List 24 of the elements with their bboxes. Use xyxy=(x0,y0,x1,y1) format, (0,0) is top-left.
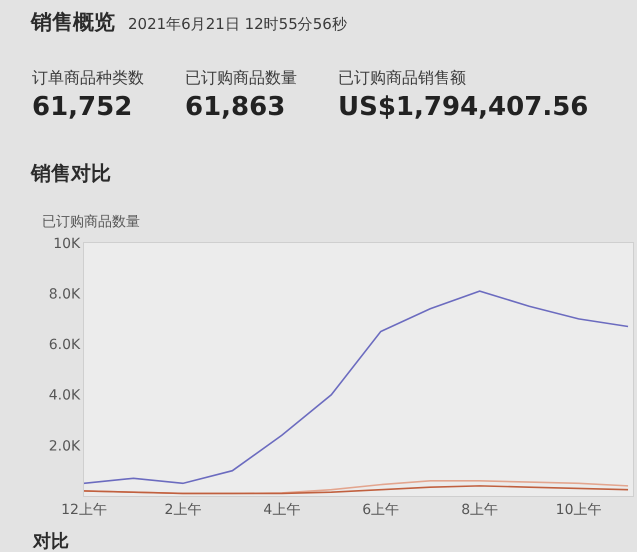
y-tick-label: 4.0K xyxy=(48,388,82,404)
y-tick-label: 10K xyxy=(53,236,82,252)
x-tick-label: 4上午 xyxy=(263,502,300,518)
y-tick-label: 8.0K xyxy=(48,286,82,302)
text: 已订购商品数量 xyxy=(185,68,297,87)
line-series xyxy=(84,290,629,484)
line-series xyxy=(84,485,629,494)
x-tick-label: 10上午 xyxy=(556,502,602,518)
text: 对比 xyxy=(32,531,69,552)
x-tick-label: 6上午 xyxy=(362,502,400,518)
text: 61,752 xyxy=(32,92,132,122)
chart-title: 销售对比 xyxy=(30,161,111,185)
text: 销售概览 xyxy=(30,10,115,34)
x-tick-label: 2上午 xyxy=(164,502,202,518)
text: 已订购商品销售额 xyxy=(338,68,466,87)
y-tick-label: 2.0K xyxy=(48,438,82,454)
text: 61,863 xyxy=(185,92,286,122)
text: 2021年6月21日 12时55分56秒 xyxy=(128,15,347,33)
y-tick-label: 6.0K xyxy=(48,337,82,354)
text: 订单商品种类数 xyxy=(32,68,144,87)
y-axis-title: 已订购商品数量 xyxy=(42,214,140,230)
x-tick-label: 8上午 xyxy=(461,502,498,518)
x-tick-label: 12上午 xyxy=(61,502,107,518)
text: US$1,794,407.56 xyxy=(338,92,588,122)
